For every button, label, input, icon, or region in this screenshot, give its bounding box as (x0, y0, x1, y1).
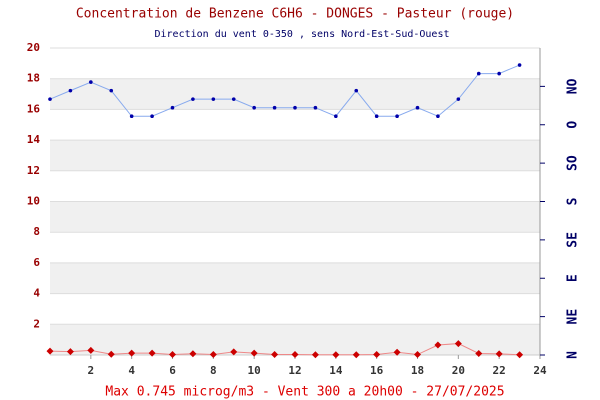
point (395, 114, 399, 119)
point (211, 97, 216, 101)
y-tick-label: 2 (33, 317, 40, 330)
point (209, 351, 217, 359)
x-tick-label: 18 (411, 364, 424, 377)
y-tick-label: 10 (27, 195, 40, 208)
point (148, 349, 156, 357)
x-tick-label: 2 (88, 364, 95, 377)
x-tick-label: 22 (493, 364, 506, 377)
y-tick-label: 20 (27, 41, 40, 54)
point (476, 71, 481, 76)
point (230, 348, 238, 356)
y2-tick-label: N (566, 351, 581, 359)
point (373, 351, 381, 359)
y2-tick-label: SE (566, 232, 581, 248)
band (50, 140, 540, 171)
point (169, 351, 176, 359)
point (516, 351, 524, 359)
point (150, 114, 154, 119)
point (434, 341, 442, 349)
point (170, 105, 175, 110)
y-tick-label: 8 (33, 225, 40, 238)
point (313, 105, 318, 110)
point (436, 114, 440, 119)
y-tick-label: 18 (27, 72, 40, 85)
point (517, 63, 522, 67)
point (495, 350, 503, 358)
y2-tick-label: NE (566, 309, 581, 325)
point (272, 105, 277, 110)
band (50, 324, 540, 355)
point (415, 105, 420, 110)
point (332, 351, 340, 359)
point (189, 350, 197, 358)
point (66, 348, 74, 356)
point (191, 97, 195, 101)
band (50, 262, 540, 294)
point (46, 347, 54, 355)
x-tick-label: 14 (329, 364, 343, 377)
point (497, 71, 501, 76)
point (87, 346, 95, 354)
y-tick-label: 14 (27, 133, 41, 146)
point (231, 97, 236, 101)
y-tick-label: 16 (27, 102, 41, 115)
point (107, 350, 115, 358)
y2-tick-label: O (566, 121, 581, 129)
x-tick-label: 24 (533, 364, 547, 377)
point (311, 351, 319, 359)
point (271, 351, 279, 359)
chart-subtitle: Direction du vent 0-350 , sens Nord-Est-… (154, 29, 449, 40)
point (252, 105, 256, 110)
x-tick-label: 12 (288, 364, 301, 377)
point (68, 88, 73, 93)
point (291, 351, 299, 359)
x-tick-label: 20 (452, 364, 465, 377)
point (454, 340, 462, 348)
chart-footer: Max 0.745 microg/m3 - Vent 300 a 20h00 -… (105, 385, 504, 400)
y2-tick-label: E (566, 274, 581, 282)
point (293, 105, 297, 110)
series-line (49, 64, 520, 117)
series-line (49, 343, 520, 356)
point (354, 88, 359, 93)
point (128, 349, 136, 357)
y2-tick-label: SO (566, 155, 581, 171)
point (250, 349, 258, 357)
y-tick-label: 12 (27, 164, 40, 177)
x-tick-label: 10 (248, 364, 261, 377)
y-tick-label: 4 (33, 287, 40, 300)
y2-tick-label: NO (566, 78, 581, 94)
point (352, 351, 360, 359)
point (456, 97, 461, 101)
x-tick-label: 8 (210, 364, 217, 377)
point (393, 348, 401, 356)
x-tick-label: 4 (128, 364, 135, 377)
point (334, 114, 338, 119)
point (129, 114, 134, 119)
band (50, 201, 540, 233)
point (89, 80, 93, 84)
point (475, 349, 483, 357)
point (109, 88, 114, 93)
point (414, 351, 421, 359)
point (48, 97, 52, 101)
x-tick-label: 6 (169, 364, 176, 377)
x-tick-label: 16 (370, 364, 384, 377)
point (374, 114, 379, 119)
chart-title: Concentration de Benzene C6H6 - DONGES -… (76, 7, 514, 22)
y2-tick-label: S (566, 197, 581, 205)
y-tick-label: 6 (33, 256, 40, 269)
band (50, 78, 540, 110)
